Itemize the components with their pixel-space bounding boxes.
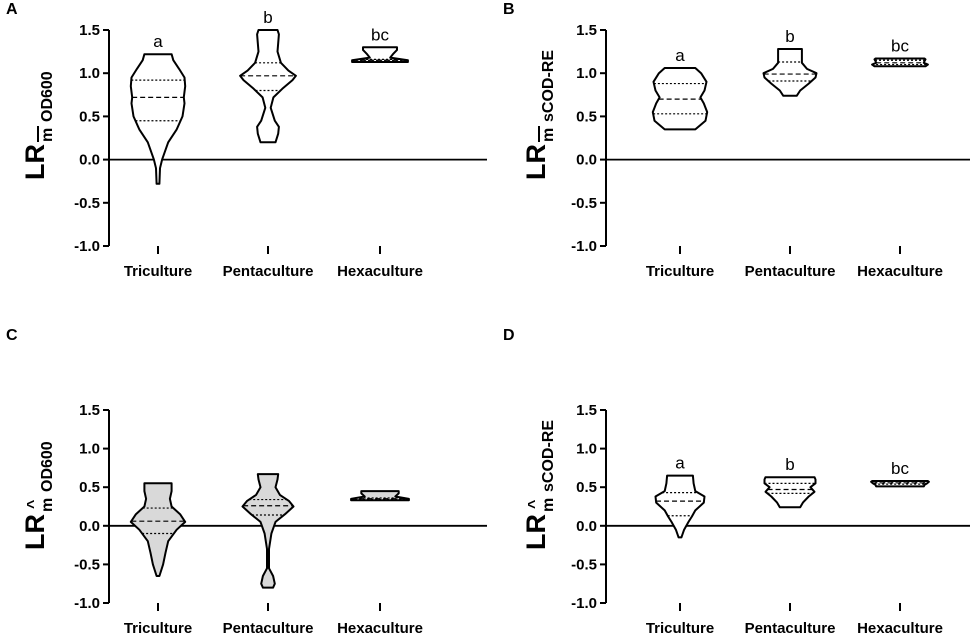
y-tick-label: 1.0 (79, 65, 100, 82)
y-label-metric: sCOD-RE (540, 420, 557, 492)
significance-letter: bc (891, 459, 909, 478)
y-label-main: LR (521, 144, 551, 180)
significance-letter: a (153, 32, 163, 51)
category-label: Hexaculture (337, 620, 423, 634)
y-axis-label: LR m sCOD-RE (521, 50, 557, 180)
y-label-metric: sCOD-RE (540, 50, 557, 122)
y-tick-label: 0.5 (576, 108, 597, 125)
y-tick-label: 0.5 (79, 479, 100, 496)
y-tick-label: -0.5 (74, 556, 100, 573)
panel-label: D (503, 327, 515, 344)
violin-hexaculture: bc (351, 25, 409, 63)
y-tick-label: -1.0 (571, 238, 597, 255)
category-label: Triculture (124, 620, 192, 634)
y-axis-label: LR m OD600 (20, 71, 56, 180)
violin-pentaculture (241, 473, 295, 589)
violin-body (129, 482, 187, 577)
violin-triculture: a (651, 46, 709, 131)
violin-body (241, 473, 295, 589)
y-tick-label: -0.5 (571, 195, 597, 212)
panel-label: B (503, 1, 515, 18)
y-tick-label: -1.0 (74, 595, 100, 612)
significance-letter: bc (371, 25, 389, 44)
y-tick-label: 0.0 (576, 152, 597, 169)
violin-pentaculture: b (763, 455, 817, 509)
y-tick-label: 1.0 (79, 441, 100, 458)
category-label: Pentaculture (745, 620, 836, 634)
y-tick-label: 1.5 (79, 402, 100, 419)
violin-triculture (129, 482, 187, 577)
y-label-main: LR (521, 514, 551, 550)
significance-letter: b (263, 8, 272, 27)
y-tick-label: -0.5 (571, 556, 597, 573)
y-label-subscript: m (39, 128, 56, 142)
panel-a: A -1.0 -0.5 0.0 0.5 1.0 1.5 Triculture Pentacult… (6, 1, 487, 280)
violin-body (763, 476, 817, 509)
y-tick-label: 1.5 (576, 402, 597, 419)
violin-body (129, 53, 187, 185)
category-label: Pentaculture (223, 620, 314, 634)
y-label-subscript: m (540, 128, 557, 142)
significance-letter: a (675, 454, 685, 473)
y-tick-label: 0.5 (79, 108, 100, 125)
y-label-metric: OD600 (39, 441, 56, 492)
violin-triculture: a (129, 32, 187, 185)
y-axis-label: LR m^ OD600 (20, 441, 56, 550)
y-tick-label: 1.5 (79, 22, 100, 39)
panel-label: C (6, 327, 18, 344)
violin-hexaculture: bc (870, 459, 930, 488)
category-label: Hexaculture (857, 620, 943, 634)
violin-hexaculture: bc (871, 37, 929, 68)
significance-letter: b (785, 27, 794, 46)
y-label-subscript: m (39, 498, 56, 512)
violin-body (351, 46, 409, 63)
violin-hexaculture (350, 490, 410, 502)
significance-letter: a (675, 46, 685, 65)
y-tick-label: 1.0 (576, 65, 597, 82)
category-label: Pentaculture (223, 263, 314, 280)
category-label: Triculture (646, 620, 714, 634)
y-label-metric: OD600 (39, 71, 56, 122)
hat-mark: ^ (25, 500, 42, 509)
violin-body (239, 29, 297, 144)
violin-body (762, 48, 818, 97)
category-label: Triculture (646, 263, 714, 280)
y-label-main: LR (20, 514, 50, 550)
panel-label: A (6, 1, 18, 18)
y-tick-label: 0.0 (79, 518, 100, 535)
y-tick-label: 1.0 (576, 441, 597, 458)
panel-b: B -1.0 -0.5 0.0 0.5 1.0 1.5 Triculture Pentacult… (503, 1, 970, 280)
panel-d: D -1.0 -0.5 0.0 0.5 1.0 1.5 Triculture Pentacult… (503, 327, 970, 634)
y-tick-label: -0.5 (74, 195, 100, 212)
y-tick-label: 0.0 (576, 518, 597, 535)
panel-c: C -1.0 -0.5 0.0 0.5 1.0 1.5 Triculture Pentacult… (6, 327, 487, 634)
y-axis-label: LR m^ sCOD-RE (521, 420, 557, 550)
y-label-main: LR (20, 144, 50, 180)
y-label-subscript: m (540, 498, 557, 512)
category-label: Pentaculture (745, 263, 836, 280)
significance-letter: b (785, 455, 794, 474)
violin-body (654, 474, 706, 539)
y-tick-label: -1.0 (74, 238, 100, 255)
violin-pentaculture: b (239, 8, 297, 144)
category-label: Hexaculture (857, 263, 943, 280)
y-tick-label: -1.0 (571, 595, 597, 612)
significance-letter: bc (891, 37, 909, 56)
category-label: Hexaculture (337, 263, 423, 280)
violin-pentaculture: b (762, 27, 818, 97)
y-tick-label: 0.5 (576, 479, 597, 496)
hat-mark: ^ (526, 500, 543, 509)
category-label: Triculture (124, 263, 192, 280)
violin-triculture: a (654, 454, 706, 539)
y-tick-label: 0.0 (79, 152, 100, 169)
y-tick-label: 1.5 (576, 22, 597, 39)
